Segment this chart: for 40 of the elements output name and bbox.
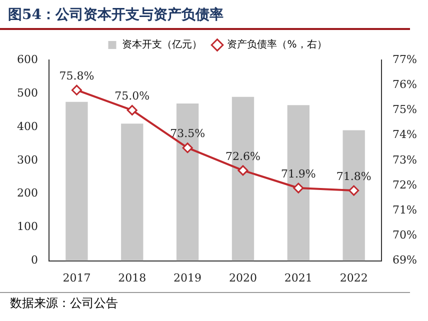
y2-tick-label: 69% — [392, 254, 418, 267]
y2-tick-label: 71% — [392, 203, 418, 216]
source-note: 数据来源：公司公告 — [0, 292, 410, 314]
y-tick-label: 300 — [16, 153, 38, 166]
chart-title: 图54：公司资本开支与资产负债率 — [0, 0, 410, 30]
x-tick-label: 2021 — [284, 271, 312, 284]
bar — [66, 102, 88, 261]
data-label: 71.8% — [336, 170, 372, 183]
y2-tick-label: 70% — [392, 228, 418, 242]
y-tick-label: 400 — [16, 120, 38, 133]
point — [293, 182, 304, 194]
y2-tick-label: 72% — [392, 178, 418, 192]
x-tick-label: 2019 — [174, 271, 202, 284]
point — [182, 142, 193, 154]
point — [126, 104, 138, 116]
point — [348, 185, 360, 196]
data-label: 75.8% — [59, 69, 94, 82]
y-tick-label: 500 — [16, 86, 38, 100]
y2-tick-label: 74% — [392, 128, 418, 142]
y-tick-label: 0 — [30, 254, 38, 267]
y-tick-label: 600 — [16, 52, 38, 66]
y2-tick-label: 76% — [392, 78, 418, 91]
data-label: 71.9% — [280, 167, 316, 180]
data-label: 73.5% — [170, 127, 206, 140]
x-tick-label: 2018 — [118, 271, 146, 284]
bar — [121, 124, 144, 261]
point — [71, 84, 82, 96]
y2-tick-label: 75% — [392, 103, 418, 116]
point — [238, 165, 248, 176]
x-tick-label: 2017 — [62, 271, 91, 284]
legend-label: 资本开支（亿元） — [122, 38, 202, 51]
y-tick-label: 200 — [16, 186, 38, 200]
legend-label: 资产负债率（%，右） — [227, 38, 327, 51]
x-tick-label: 2022 — [340, 271, 368, 284]
y2-tick-label: 73% — [392, 153, 418, 166]
y2-tick-label: 77% — [392, 52, 418, 66]
data-label: 72.6% — [226, 150, 260, 163]
y-tick-label: 100 — [16, 220, 38, 234]
x-tick-label: 2020 — [228, 271, 257, 284]
data-label: 75.0% — [114, 90, 150, 103]
